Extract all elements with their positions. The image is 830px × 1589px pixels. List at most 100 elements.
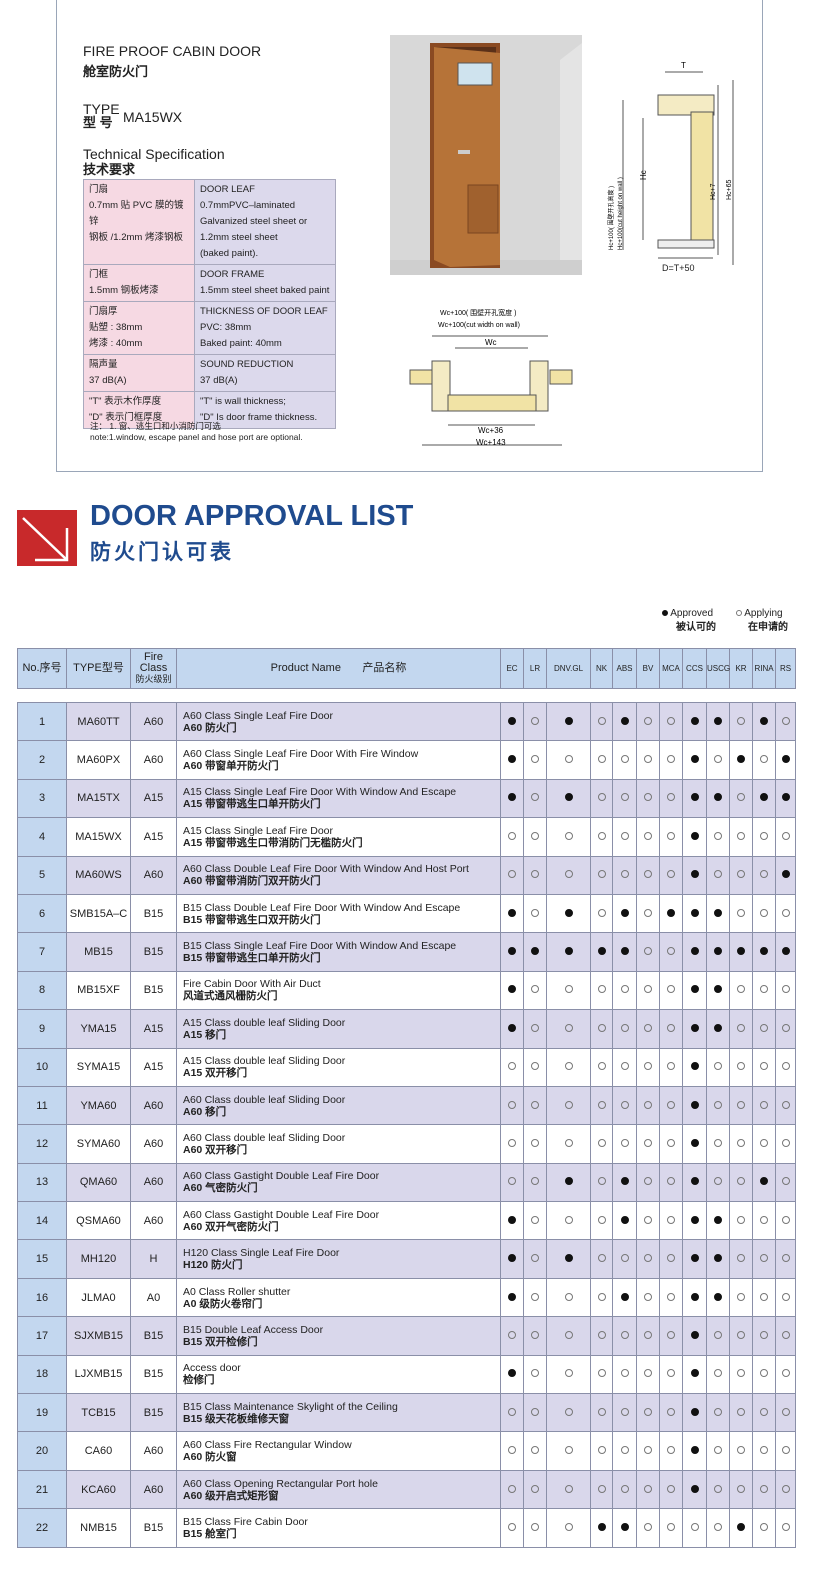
table-row: 13 QMA60 A60 A60 Class Gastight Double Leaf…: [17, 1162, 796, 1203]
approval-cell: [682, 893, 707, 934]
row-number: 17: [17, 1316, 67, 1356]
approval-cell: [636, 1508, 660, 1548]
applying-dot-icon: [714, 1100, 722, 1109]
approval-cell: [729, 970, 753, 1011]
approval-cell: [775, 1085, 796, 1126]
approval-cell: [500, 1047, 524, 1087]
approval-cell: [706, 1239, 730, 1279]
approval-cell: [752, 970, 776, 1011]
approval-cell: [729, 1469, 753, 1510]
applying-dot-icon: [667, 1215, 675, 1224]
approval-cell: [612, 1239, 637, 1279]
applying-dot-icon: [644, 755, 652, 764]
approval-cell: [612, 970, 637, 1011]
applying-dot-icon: [564, 1407, 573, 1416]
approval-cell: [636, 1124, 660, 1164]
approval-cell: [682, 1508, 707, 1548]
spec-line: 门扇: [89, 184, 109, 195]
product-name-cn: A60 带窗带消防门双开防火门: [183, 875, 321, 888]
approval-cell: [612, 701, 637, 742]
approval-cell: [523, 1469, 547, 1510]
approved-dot-icon: [690, 1446, 699, 1455]
applying-dot-icon: [531, 1100, 539, 1109]
applying-dot-icon: [714, 1369, 722, 1378]
approved-dot-icon: [620, 1177, 629, 1186]
approval-cell: [775, 1469, 796, 1510]
approval-cell: [612, 1085, 637, 1126]
approval-cell: [636, 1316, 660, 1356]
approval-cell: [500, 970, 524, 1011]
applying-dot-icon: [737, 1369, 745, 1378]
table-row: 17 SJXMB15 B15 B15 Double Leaf Access Door B…: [17, 1316, 796, 1356]
col-product-name: Product Name 产品名称: [176, 648, 501, 689]
row-type: MA60PX: [66, 740, 131, 780]
approved-dot-icon: [690, 1330, 699, 1339]
approved-dot-icon: [508, 1215, 516, 1224]
section-drawing: T Hc Hc+7 Hc+65 Hc+100( 围壁开孔高度 ) Hc+100(…: [607, 61, 734, 265]
product-name-en: A60 Class double leaf Sliding Door: [183, 1093, 346, 1106]
approval-cell: [729, 932, 753, 972]
row-number: 7: [17, 932, 67, 972]
approved-dot-icon: [690, 1292, 699, 1301]
type-label-cn: 型 号: [83, 115, 113, 130]
applying-dot-icon: [737, 831, 745, 840]
approval-cell: [659, 701, 683, 742]
applying-dot-icon: [737, 1177, 745, 1186]
applying-dot-icon: [508, 1522, 516, 1531]
applying-dot-icon: [781, 1407, 790, 1416]
approved-dot-icon: [714, 1254, 722, 1263]
plan-drawing: Wc+100( 围壁开孔宽度 ) Wc+100(cut width on wal…: [409, 308, 573, 447]
row-number: 16: [17, 1277, 67, 1318]
approval-cell: [523, 1393, 547, 1433]
applying-dot-icon: [508, 831, 516, 840]
approved-dot-icon: [508, 947, 516, 956]
approved-dot-icon: [760, 947, 768, 956]
applying-dot-icon: [564, 755, 573, 764]
row-number: 13: [17, 1162, 67, 1203]
applying-dot-icon: [644, 985, 652, 994]
approval-cell: [500, 740, 524, 780]
product-name-en: A15 Class Single Leaf Fire Door: [183, 824, 333, 837]
approval-cell: [775, 1354, 796, 1395]
approval-cell: [659, 1393, 683, 1433]
spec-line: 0.7mm 贴 PVC 膜的镀锌: [89, 200, 184, 227]
approval-cell: [590, 1316, 613, 1356]
approval-cell: [752, 778, 776, 819]
table-row: 22 NMB15 B15 B15 Class Fire Cabin Door B15 舱…: [17, 1508, 796, 1548]
applying-dot-icon: [597, 908, 606, 917]
approval-cell: [752, 855, 776, 895]
applying-dot-icon: [564, 870, 573, 879]
applying-dot-icon: [760, 1407, 768, 1416]
product-name-cn: A15 带窗带逃生口带消防门无槛防火门: [183, 836, 363, 849]
approval-cell: [546, 1431, 591, 1471]
spec-line: "T" 表示木作厚度: [89, 396, 162, 407]
applying-dot-icon: [597, 1023, 606, 1032]
approval-cell: [659, 1431, 683, 1471]
approval-cell: [706, 1354, 730, 1395]
product-name-en: A15 Class double leaf Sliding Door: [183, 1055, 346, 1068]
approval-cell: [500, 1162, 524, 1203]
approved-dot-icon: [781, 793, 790, 802]
approval-cell: [500, 817, 524, 857]
spec-cell-cn: "T" 表示木作厚度 "D" 表示门框厚度: [83, 391, 195, 429]
applying-dot-icon: [781, 1062, 790, 1071]
spec-line: 隔声量: [89, 359, 118, 370]
product-name-en: A60 Class Gastight Double Leaf Fire Door: [183, 1208, 380, 1221]
approval-cell: [752, 1469, 776, 1510]
col-lr: LR: [523, 648, 547, 689]
applying-dot-icon: [564, 1330, 573, 1339]
product-name-cn: B15 带窗带逃生口单开防火门: [183, 952, 321, 965]
product-name-en: A60 Class double leaf Sliding Door: [183, 1131, 346, 1144]
approval-cell: [590, 740, 613, 780]
applying-dot-icon: [597, 831, 606, 840]
table-row: 11 YMA60 A60 A60 Class double leaf Sliding …: [17, 1085, 796, 1126]
row-number: 15: [17, 1239, 67, 1279]
approval-cell: [500, 932, 524, 972]
applying-dot-icon: [737, 1484, 745, 1493]
product-name-cn: A60 级开启式矩形窗: [183, 1489, 279, 1502]
applying-dot-icon: [714, 1522, 722, 1531]
approved-dot-icon: [690, 831, 699, 840]
applying-dot-icon: [620, 1484, 629, 1493]
product-name-cn: B15 双开检修门: [183, 1335, 258, 1348]
product-name-en: A60 Class Single Leaf Fire Door With Fir…: [183, 748, 419, 761]
